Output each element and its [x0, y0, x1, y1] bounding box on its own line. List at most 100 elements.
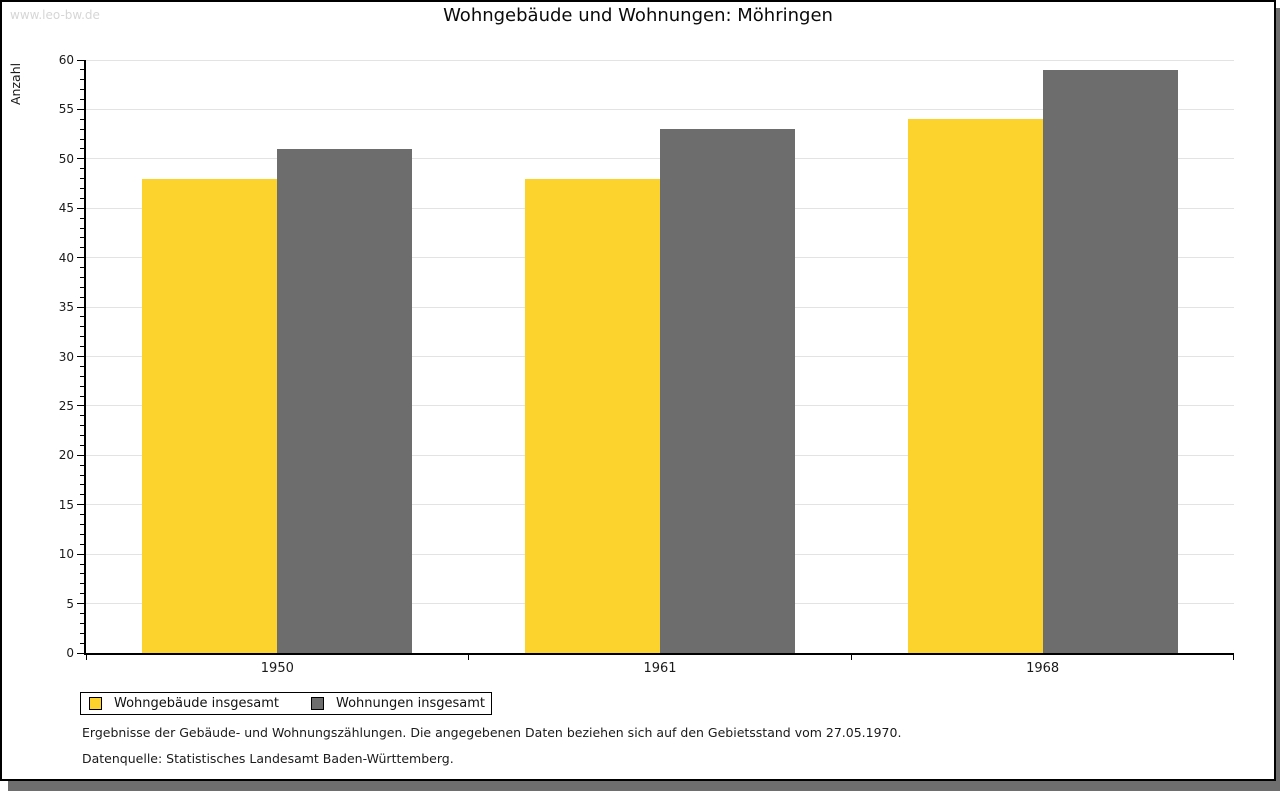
y-minor-tick	[80, 474, 84, 476]
y-minor-tick	[80, 286, 84, 288]
watermark-leo-bw: www.leo-bw.de	[10, 8, 100, 22]
bar-wohngebaeude-insgesamt-1968	[907, 119, 1043, 653]
y-tick-label: 25	[58, 398, 74, 413]
legend-label: Wohnungen insgesamt	[336, 696, 485, 711]
x-boundary-tick	[468, 655, 470, 660]
y-minor-tick	[80, 415, 84, 417]
footnote-datenquelle: Datenquelle: Statistisches Landesamt Bad…	[82, 751, 454, 766]
bar-wohngebaeude-insgesamt-1950	[142, 178, 278, 653]
bar-wohnungen-insgesamt-1950	[277, 148, 413, 653]
y-minor-tick	[80, 375, 84, 377]
x-boundary-tick	[86, 655, 87, 660]
y-axis-title: Anzahl	[8, 62, 23, 105]
y-tick-label: 40	[58, 250, 74, 265]
legend: Wohngebäude insgesamt Wohnungen insgesamt	[80, 692, 492, 715]
y-major-tick	[77, 158, 84, 160]
y-minor-tick	[80, 632, 84, 634]
y-tick-label: 20	[58, 448, 74, 463]
bar-wohnungen-insgesamt-1961	[660, 129, 795, 653]
legend-item-wohnungen-insgesamt: Wohnungen insgesamt	[311, 696, 485, 711]
bar-wohnungen-insgesamt-1968	[1042, 69, 1178, 653]
y-tick-label: 55	[58, 102, 74, 117]
x-tick-label: 1968	[1026, 661, 1060, 676]
y-axis-line	[84, 60, 86, 655]
y-minor-tick	[80, 524, 84, 526]
y-minor-tick	[80, 138, 84, 140]
y-minor-tick	[80, 99, 84, 101]
y-major-tick	[77, 356, 84, 357]
window-shadow-bottom	[8, 781, 1276, 791]
y-minor-tick	[80, 385, 84, 387]
y-major-tick	[77, 454, 84, 456]
y-minor-tick	[80, 642, 84, 644]
y-major-tick	[77, 652, 84, 654]
y-tick-label: 5	[66, 596, 74, 611]
y-minor-tick	[80, 425, 84, 427]
y-tick-label: 60	[58, 53, 74, 67]
y-tick-label: 30	[58, 349, 74, 364]
y-minor-tick	[80, 69, 84, 71]
y-minor-tick	[80, 365, 84, 367]
x-tick-label: 1961	[643, 661, 677, 676]
y-minor-tick	[80, 464, 84, 466]
y-minor-tick	[80, 267, 84, 269]
gridline	[86, 108, 1234, 110]
y-minor-tick	[80, 187, 84, 189]
y-minor-tick	[80, 316, 84, 318]
y-minor-tick	[80, 128, 84, 130]
y-minor-tick	[80, 484, 84, 486]
y-minor-tick	[80, 217, 84, 219]
y-minor-tick	[80, 89, 84, 91]
footnotes: Ergebnisse der Gebäude- und Wohnungszähl…	[82, 725, 901, 777]
y-minor-tick	[80, 326, 84, 328]
y-minor-tick	[80, 118, 84, 120]
y-minor-tick	[80, 593, 84, 595]
legend-swatch-wohnungen-insgesamt	[311, 697, 324, 710]
x-tick-label: 1950	[260, 661, 294, 676]
y-minor-tick	[80, 533, 84, 535]
page-title: Wohngebäude und Wohnungen: Möhringen	[443, 5, 833, 26]
y-major-tick	[77, 553, 84, 555]
window-shadow-right	[1276, 8, 1280, 791]
y-minor-tick	[80, 514, 84, 516]
y-major-tick	[77, 108, 84, 110]
y-minor-tick	[80, 79, 84, 81]
y-major-tick	[77, 59, 84, 61]
y-major-tick	[77, 405, 84, 407]
y-minor-tick	[80, 247, 84, 249]
y-tick-label: 50	[58, 151, 74, 166]
gridline	[86, 59, 1234, 61]
y-minor-tick	[80, 168, 84, 170]
y-minor-tick	[80, 237, 84, 239]
y-tick-label: 15	[58, 497, 74, 512]
y-major-tick	[77, 603, 84, 605]
y-minor-tick	[80, 227, 84, 229]
legend-label: Wohngebäude insgesamt	[114, 696, 279, 711]
y-minor-tick	[80, 197, 84, 199]
y-minor-tick	[80, 573, 84, 575]
legend-item-wohngebaeude-insgesamt: Wohngebäude insgesamt	[89, 696, 279, 711]
y-tick-label: 0	[66, 646, 74, 660]
y-minor-tick	[80, 622, 84, 624]
y-minor-tick	[80, 435, 84, 437]
x-axis-line	[84, 653, 1234, 655]
y-minor-tick	[80, 612, 84, 614]
y-minor-tick	[80, 346, 84, 348]
y-tick-label: 10	[58, 547, 74, 562]
y-major-tick	[77, 504, 84, 506]
y-major-tick	[77, 207, 84, 209]
y-minor-tick	[80, 296, 84, 298]
y-minor-tick	[80, 444, 84, 446]
x-boundary-tick	[1233, 655, 1234, 660]
legend-swatch-wohngebaeude-insgesamt	[89, 697, 102, 710]
plot-area: 0 5 10 15 20 25 30 35 40 45 50 55 60 1950 1961 1968	[59, 53, 1234, 676]
y-major-tick	[77, 306, 84, 308]
bar-wohngebaeude-insgesamt-1961	[525, 178, 660, 653]
y-tick-label: 35	[58, 300, 74, 315]
y-minor-tick	[80, 543, 84, 545]
y-minor-tick	[80, 276, 84, 278]
y-major-tick	[77, 257, 84, 259]
y-minor-tick	[80, 148, 84, 150]
